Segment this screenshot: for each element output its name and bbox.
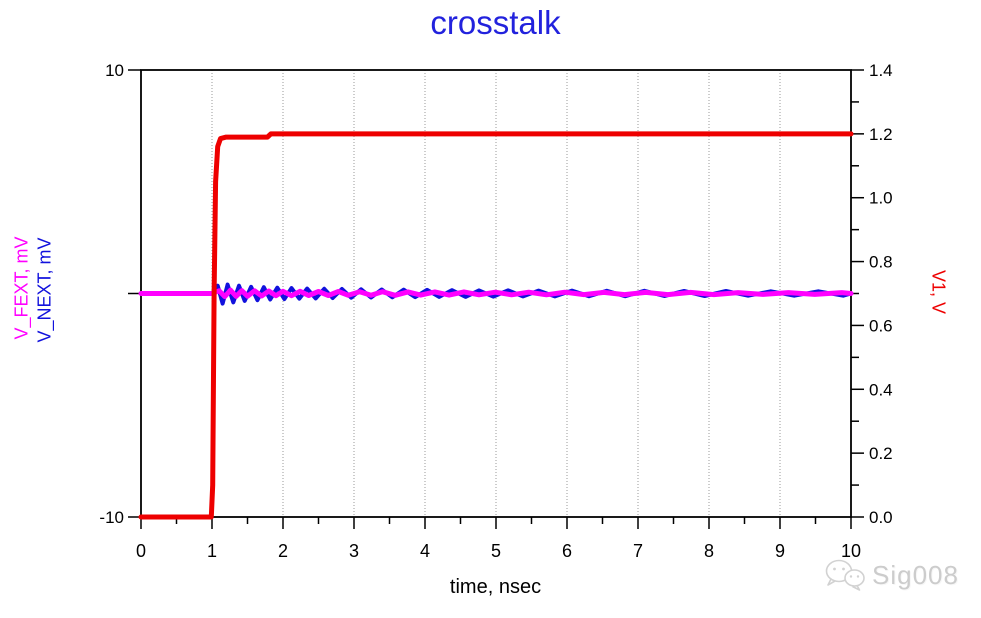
wechat-icon (825, 559, 865, 591)
right-tick-label: 0.8 (869, 253, 893, 272)
x-tick-label: 0 (136, 541, 146, 561)
x-tick-label: 4 (420, 541, 430, 561)
right-tick-label: 0.6 (869, 316, 893, 335)
trace-v_fext (138, 287, 854, 300)
watermark-text: Sig008 (872, 559, 959, 590)
watermark: Sig008 (824, 556, 959, 594)
x-tick-label: 8 (704, 541, 714, 561)
x-tick-label: 7 (633, 541, 643, 561)
right-tick-label: 0.4 (869, 380, 893, 399)
x-tick-label: 3 (349, 541, 359, 561)
right-tick-label: 0.0 (869, 508, 893, 527)
x-tick-label: 6 (562, 541, 572, 561)
right-tick-label: 1.4 (869, 61, 893, 80)
right-tick-label: 0.2 (869, 444, 893, 463)
right-tick-label: 1.0 (869, 189, 893, 208)
x-tick-label: 1 (207, 541, 217, 561)
trace-v1 (138, 131, 854, 520)
x-tick-label: 9 (775, 541, 785, 561)
right-tick-label: 1.2 (869, 125, 893, 144)
x-tick-label: 2 (278, 541, 288, 561)
left-tick-label: -10 (99, 508, 124, 527)
left-tick-label: 10 (105, 61, 124, 80)
chart-title: crosstalk (430, 4, 561, 41)
x-tick-label: 10 (841, 541, 861, 561)
x-tick-label: 5 (491, 541, 501, 561)
x-axis-title: time, nsec (449, 576, 542, 598)
